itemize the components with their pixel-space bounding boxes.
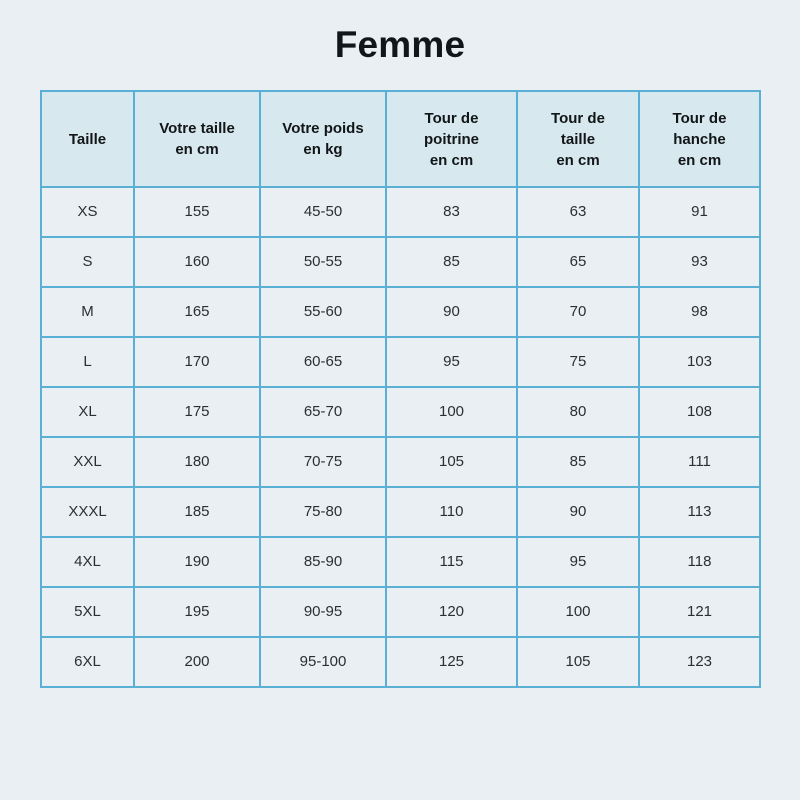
table-row: XL 175 65-70 100 80 108 (40, 386, 761, 438)
cell-hip: 98 (638, 286, 761, 338)
header-line: Tour de (424, 109, 479, 127)
cell-weight: 70-75 (259, 436, 387, 488)
cell-height: 165 (133, 286, 261, 338)
header-line: en cm (429, 151, 474, 169)
cell-size: L (40, 336, 135, 388)
table-body: XS 155 45-50 83 63 91 S 160 50-55 85 65 … (40, 186, 761, 688)
cell-size: XXL (40, 436, 135, 488)
table-header-row: Taille Votre taille en cm Votre poids en… (40, 90, 761, 188)
cell-height: 195 (133, 586, 261, 638)
cell-waist: 95 (516, 536, 640, 588)
table-row: 6XL 200 95-100 125 105 123 (40, 636, 761, 688)
table-row: S 160 50-55 85 65 93 (40, 236, 761, 288)
cell-hip: 121 (638, 586, 761, 638)
table-row: XXXL 185 75-80 110 90 113 (40, 486, 761, 538)
header-line: en kg (303, 141, 343, 158)
cell-waist: 75 (516, 336, 640, 388)
cell-hip: 91 (638, 186, 761, 238)
header-line: en cm (556, 151, 600, 169)
header-line: taille (560, 130, 596, 148)
page-title: Femme (334, 24, 466, 65)
size-table-container: Taille Votre taille en cm Votre poids en… (40, 90, 761, 688)
header-line: Votre taille (159, 120, 235, 137)
cell-size: XS (40, 186, 135, 238)
table-row: XS 155 45-50 83 63 91 (40, 186, 761, 238)
cell-bust: 105 (385, 436, 518, 488)
column-header-votre-taille: Votre taille en cm (133, 90, 261, 188)
cell-weight: 90-95 (259, 586, 387, 638)
table-row: M 165 55-60 90 70 98 (40, 286, 761, 338)
table-row: L 170 60-65 95 75 103 (40, 336, 761, 388)
cell-bust: 85 (385, 236, 518, 288)
cell-waist: 80 (516, 386, 640, 438)
cell-size: S (40, 236, 135, 288)
cell-height: 200 (133, 636, 261, 688)
cell-bust: 120 (385, 586, 518, 638)
cell-weight: 65-70 (259, 386, 387, 438)
column-header-tour-de-taille: Tour de taille en cm (516, 90, 640, 188)
cell-bust: 83 (385, 186, 518, 238)
cell-bust: 125 (385, 636, 518, 688)
cell-size: XXXL (40, 486, 135, 538)
cell-hip: 123 (638, 636, 761, 688)
cell-waist: 70 (516, 286, 640, 338)
cell-hip: 113 (638, 486, 761, 538)
header-line: Votre poids (282, 120, 364, 137)
cell-hip: 103 (638, 336, 761, 388)
cell-weight: 55-60 (259, 286, 387, 338)
cell-height: 190 (133, 536, 261, 588)
cell-weight: 85-90 (259, 536, 387, 588)
cell-size: 6XL (40, 636, 135, 688)
table-row: 4XL 190 85-90 115 95 118 (40, 536, 761, 588)
cell-height: 175 (133, 386, 261, 438)
cell-size: M (40, 286, 135, 338)
cell-height: 185 (133, 486, 261, 538)
cell-waist: 85 (516, 436, 640, 488)
table-row: XXL 180 70-75 105 85 111 (40, 436, 761, 488)
cell-waist: 100 (516, 586, 640, 638)
cell-weight: 45-50 (259, 186, 387, 238)
cell-height: 180 (133, 436, 261, 488)
header-line: Taille (68, 130, 107, 148)
cell-weight: 95-100 (259, 636, 387, 688)
cell-bust: 115 (385, 536, 518, 588)
cell-weight: 60-65 (259, 336, 387, 388)
cell-hip: 111 (638, 436, 761, 488)
table-row: 5XL 195 90-95 120 100 121 (40, 586, 761, 638)
table-header: Taille Votre taille en cm Votre poids en… (40, 90, 761, 188)
header-line: Tour de (672, 109, 727, 127)
cell-waist: 90 (516, 486, 640, 538)
cell-height: 155 (133, 186, 261, 238)
header-line: poitrine (424, 130, 479, 148)
cell-bust: 110 (385, 486, 518, 538)
cell-bust: 95 (385, 336, 518, 388)
cell-height: 170 (133, 336, 261, 388)
cell-weight: 50-55 (259, 236, 387, 288)
cell-hip: 108 (638, 386, 761, 438)
header-line: hanche (673, 130, 726, 148)
cell-hip: 93 (638, 236, 761, 288)
cell-waist: 65 (516, 236, 640, 288)
size-chart-table: Taille Votre taille en cm Votre poids en… (40, 90, 761, 688)
column-header-taille: Taille (40, 90, 135, 188)
cell-size: XL (40, 386, 135, 438)
cell-size: 5XL (40, 586, 135, 638)
header-line: Tour de (551, 109, 605, 127)
cell-size: 4XL (40, 536, 135, 588)
header-line: en cm (677, 151, 722, 169)
cell-bust: 90 (385, 286, 518, 338)
cell-weight: 75-80 (259, 486, 387, 538)
column-header-tour-de-hanche: Tour de hanche en cm (638, 90, 761, 188)
header-line: en cm (175, 141, 219, 158)
cell-waist: 105 (516, 636, 640, 688)
cell-waist: 63 (516, 186, 640, 238)
column-header-votre-poids: Votre poids en kg (259, 90, 387, 188)
cell-height: 160 (133, 236, 261, 288)
cell-hip: 118 (638, 536, 761, 588)
cell-bust: 100 (385, 386, 518, 438)
column-header-tour-de-poitrine: Tour de poitrine en cm (385, 90, 518, 188)
